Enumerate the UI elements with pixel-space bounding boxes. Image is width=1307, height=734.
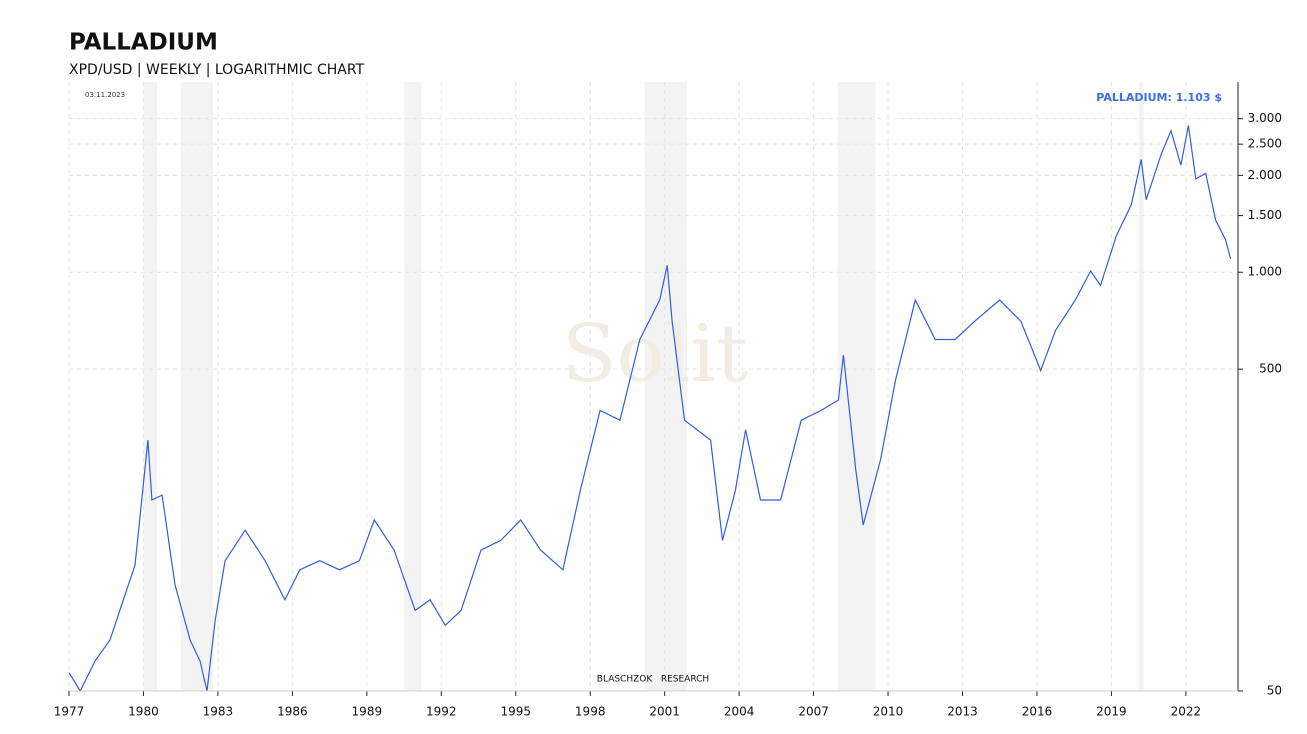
shaded-range [837,82,876,691]
date-label: 03.11.2023 [85,91,125,99]
x-tick-label: 1986 [277,705,308,719]
x-tick-label: 2013 [947,705,978,719]
price-line [68,125,1232,693]
x-tick-label: 1998 [575,705,606,719]
x-tick-label: 2007 [798,705,829,719]
shaded-range [1138,82,1144,691]
x-tick-label: 1992 [426,705,457,719]
plot-layer: 1977 1980 1983 1986 1989 1992 1995 1998 2001 2004… [54,111,1282,718]
watermark: Solit [562,307,748,400]
source: BLASCHZOK RESEARCH [597,675,709,685]
shaded-range [143,82,158,691]
y-tick-label: 500 [1259,362,1282,376]
x-tick-label: 1980 [128,705,159,719]
x-tick-label: 2010 [873,705,904,719]
x-tick-label: 2019 [1096,705,1127,719]
y-tick-label: 50 [1267,684,1282,698]
y-tick-label: 3.000 [1248,111,1282,125]
x-tick-label: 1983 [203,705,234,719]
x-tick-label: 1995 [500,705,531,719]
x-tick-label: 1989 [352,705,383,719]
x-tick-label: 2016 [1022,705,1053,719]
y-tick-label: 1.000 [1248,265,1282,279]
x-tick-label: 2004 [724,705,755,719]
latest-label: PALLADIUM: 1.103 $ [1096,91,1222,104]
x-tick-label: 2001 [649,705,680,719]
shaded-range [404,82,422,691]
y-tick-label: 1.500 [1248,208,1282,222]
x-tick-label: 2022 [1171,705,1202,719]
shaded-range [180,82,213,691]
chart-subtitle: XPD/USD | WEEKLY | LOGARITHMIC CHART [69,62,365,78]
x-tick-label: 1977 [54,705,85,719]
chart-title: PALLADIUM [69,30,218,56]
y-tick-label: 2.500 [1248,137,1282,151]
background-layer [68,82,1238,692]
y-tick-label: 2.000 [1248,168,1282,182]
